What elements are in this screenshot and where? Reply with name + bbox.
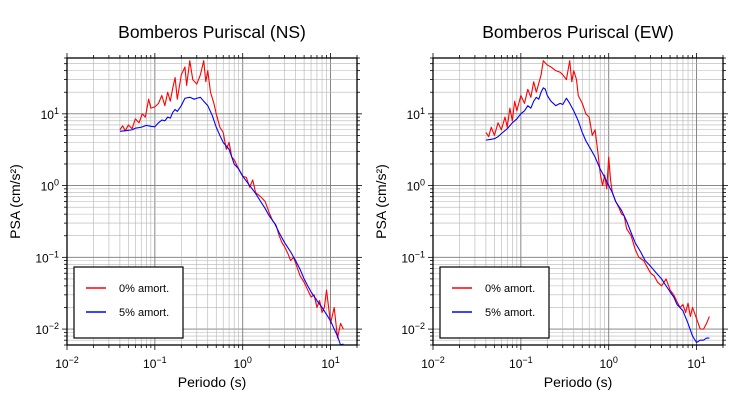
legend-label-0: 0% amort. bbox=[485, 283, 535, 295]
y-axis-label: PSA (cm/s²) bbox=[7, 164, 23, 239]
legend-box bbox=[73, 266, 184, 339]
series-line-1 bbox=[485, 87, 710, 344]
x-tick-label: 10−2 bbox=[421, 355, 445, 371]
legend-label-1: 5% amort. bbox=[119, 307, 169, 319]
x-tick-label: 101 bbox=[687, 355, 705, 371]
x-tick-label: 100 bbox=[234, 355, 252, 371]
ticks bbox=[62, 53, 362, 350]
y-tick-label: 101 bbox=[41, 106, 59, 122]
chart-title: Bomberos Puriscal (NS) bbox=[118, 22, 306, 42]
y-tick-label: 101 bbox=[407, 106, 425, 122]
series-line-0 bbox=[119, 60, 344, 339]
y-axis-label: PSA (cm/s²) bbox=[373, 164, 389, 239]
ticks bbox=[428, 53, 728, 350]
x-tick-label: 10−1 bbox=[143, 355, 167, 371]
legend-box bbox=[439, 266, 550, 339]
x-tick-label: 100 bbox=[600, 355, 618, 371]
y-tick-label: 10−2 bbox=[401, 321, 425, 337]
legend-label-1: 5% amort. bbox=[485, 307, 535, 319]
y-tick-label: 100 bbox=[407, 178, 425, 194]
series-line-0 bbox=[485, 60, 710, 330]
x-tick-label: 10−1 bbox=[509, 355, 533, 371]
y-tick-label: 10−2 bbox=[35, 321, 59, 337]
y-tick-label: 10−1 bbox=[401, 249, 425, 265]
chart-panel-0: 10−2 10−1 100 101 10−2 10−1 100 101 Bomberos Pur… bbox=[7, 22, 362, 390]
x-axis-label: Periodo (s) bbox=[544, 374, 612, 390]
chart-panel-1: 10−2 10−1 100 101 10−2 10−1 100 101 Bomberos Pur… bbox=[373, 22, 728, 390]
series-line-1 bbox=[119, 96, 344, 346]
y-tick-label: 10−1 bbox=[35, 249, 59, 265]
legend: 0% amort. 5% amort. bbox=[73, 266, 184, 339]
x-axis-label: Periodo (s) bbox=[178, 374, 246, 390]
x-tick-label: 101 bbox=[321, 355, 339, 371]
x-tick-label: 10−2 bbox=[55, 355, 79, 371]
legend-label-0: 0% amort. bbox=[119, 283, 169, 295]
chart-title: Bomberos Puriscal (EW) bbox=[482, 22, 674, 42]
legend: 0% amort. 5% amort. bbox=[439, 266, 550, 339]
y-tick-label: 100 bbox=[41, 178, 59, 194]
